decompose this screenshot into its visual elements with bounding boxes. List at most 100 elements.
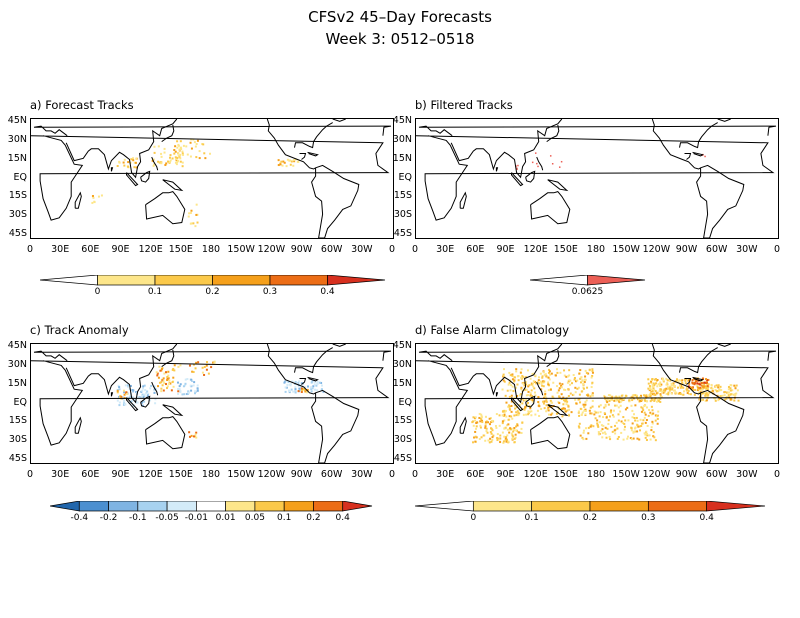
track-cell [579,377,582,380]
track-cell [520,427,523,430]
track-cell [310,381,313,384]
track-cell [91,195,94,198]
lon-label: 90E [496,244,515,255]
track-cell [160,162,163,165]
track-cell [194,433,197,436]
track-cell [679,392,682,395]
lon-label: 0 [411,244,419,255]
track-cell [623,398,626,401]
track-cell [141,393,144,396]
track-cell [524,388,527,391]
track-cell [316,380,319,383]
coastline [74,416,82,434]
track-cell [641,407,644,410]
track-cell [142,396,145,399]
track-cell [607,423,610,426]
track-cell [195,431,198,434]
track-cell [577,410,580,413]
track-cell [533,380,536,383]
track-cell [165,383,168,386]
track-cell [569,383,572,386]
track-cell [590,376,593,379]
track-cell [182,385,185,388]
track-cell [687,389,690,392]
track-cell [620,431,623,434]
track-cell [661,390,664,393]
track-cell [143,384,146,387]
track-cell [526,394,529,397]
track-cell [187,392,190,395]
track-cell [484,426,487,429]
track-cell [631,396,634,399]
track-cell [183,393,186,396]
track-cell [634,419,637,422]
track-cell [589,395,592,398]
track-cell [576,379,579,382]
lon-label: 120E [138,244,163,255]
track-cell [492,434,495,437]
track-cell [521,375,524,378]
coastline [679,122,718,149]
lon-label: 150E [553,469,578,480]
track-cell [704,155,706,158]
track-cell [601,432,604,435]
track-cell [546,408,549,411]
track-cell [152,158,155,161]
track-cell [201,371,204,374]
track-cell [491,436,494,439]
track-cell [540,407,543,410]
track-cell [549,399,552,402]
track-cell [510,415,513,418]
colorbar-label: -0.2 [99,513,118,523]
track-cell [547,383,550,386]
track-cell [472,441,475,444]
colorbar-swatch [50,501,80,512]
track-cell [584,375,587,378]
track-cell [480,436,483,439]
track-cell [695,380,698,383]
track-cell [124,403,127,406]
track-cell [588,409,591,412]
track-cell [568,414,571,417]
track-cell [563,374,566,377]
track-cell [667,388,670,391]
track-cell [651,385,654,388]
track-cell [562,407,565,410]
coastline [547,404,569,417]
track-cell [186,153,189,156]
track-cell [536,409,539,412]
track-cell [131,395,134,398]
track-cell [529,392,532,395]
track-cell [548,370,551,373]
track-cell [512,435,515,438]
track-cell [631,409,634,412]
coastline [151,381,159,396]
track-cell [313,383,316,386]
track-cell [710,384,713,387]
track-cell [719,385,722,388]
track-cell [544,395,547,398]
coastline [692,376,704,382]
track-cell [209,152,212,155]
track-cell [499,441,502,444]
track-cell [682,393,685,396]
track-cell [608,435,611,438]
track-cell [563,407,566,410]
track-cell [549,388,552,391]
lat-label: 15N [7,152,27,164]
track-cell [648,434,651,437]
colorbar-label: -0.4 [70,513,89,523]
track-cell [711,390,714,393]
track-cell [649,400,652,403]
track-cell [697,391,700,394]
colorbar-swatch [40,275,98,286]
track-cell [205,368,208,371]
track-cell [284,390,287,393]
track-cell [545,400,548,403]
track-cell [213,360,216,363]
track-cell [531,400,534,403]
track-cell [600,429,603,432]
track-cell [617,419,620,422]
colorbar-label: 0.1 [277,513,292,523]
track-cell [697,386,700,389]
